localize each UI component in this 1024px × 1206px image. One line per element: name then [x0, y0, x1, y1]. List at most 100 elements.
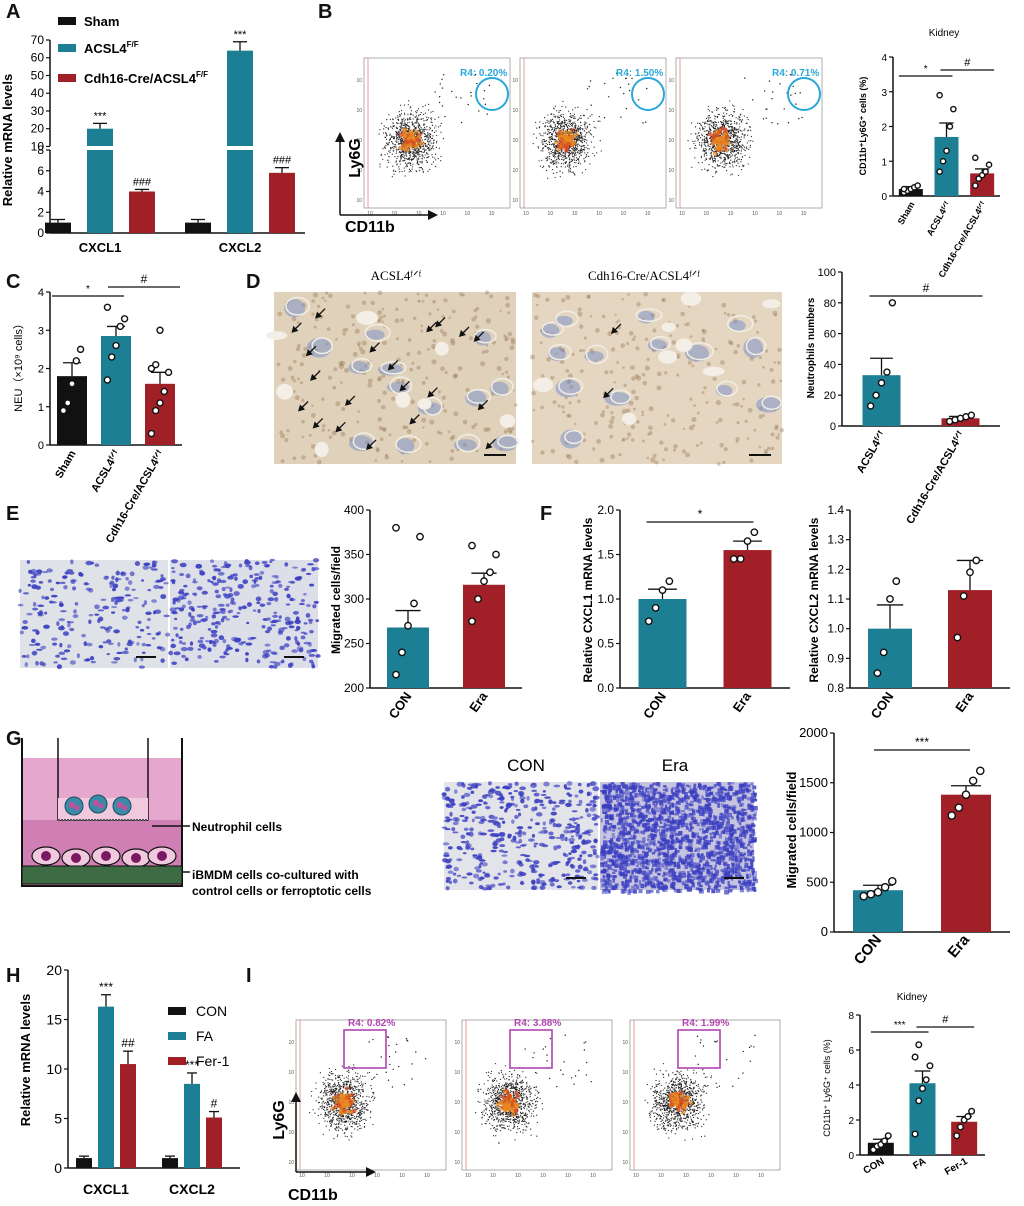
flow-tick: 10: [523, 211, 529, 217]
flow-event: [705, 148, 707, 150]
flow-event: [623, 92, 625, 95]
flow-event: [583, 123, 585, 125]
flow-event: [697, 140, 699, 142]
stained-cell: [291, 649, 299, 653]
stained-cell: [498, 793, 504, 797]
flow-event: [540, 150, 542, 152]
tissue-nucleus: [777, 360, 781, 365]
stained-cell: [447, 846, 453, 850]
flow-event: [739, 129, 742, 132]
flow-event: [405, 164, 408, 166]
stained-cell: [110, 596, 118, 601]
flow-event: [558, 155, 560, 157]
flow-event: [396, 128, 398, 130]
flow-event: [435, 159, 437, 161]
flow-event: [410, 112, 412, 114]
flow-event: [390, 146, 392, 149]
stained-cell: [147, 588, 152, 592]
stained-cell: [493, 840, 497, 845]
category-label: ACSL4ᶠᐟᶠ: [925, 199, 953, 237]
flow-event: [555, 129, 557, 131]
flow-event: [716, 164, 719, 166]
flow-event: [548, 122, 550, 124]
tissue-nucleus: [427, 347, 430, 351]
flow-event: [744, 133, 746, 136]
flow-event: [386, 119, 388, 121]
flow-event: [704, 147, 706, 150]
flow-event: [583, 147, 585, 149]
flow-event: [424, 136, 426, 138]
tissue-nucleus: [656, 385, 662, 391]
stained-cell: [514, 781, 519, 786]
stained-cell: [145, 611, 152, 616]
flow-density: [401, 133, 406, 138]
flow-event: [434, 127, 436, 129]
tissue-nucleus: [777, 433, 781, 436]
flow-event: [554, 151, 556, 153]
stained-cell: [492, 846, 499, 850]
stained-cell: [145, 644, 152, 647]
flow-event: [779, 83, 781, 85]
stained-cell: [79, 572, 84, 577]
stained-cell: [530, 783, 537, 788]
stained-cell: [67, 622, 71, 628]
stained-cell: [284, 621, 291, 624]
flow-event: [387, 127, 389, 129]
flow-event: [725, 170, 728, 172]
stained-cell: [31, 650, 38, 656]
stained-cell: [284, 616, 291, 622]
flow-event: [712, 166, 714, 168]
data-point: [59, 406, 68, 415]
stained-cell: [133, 597, 139, 600]
flow-event: [572, 171, 574, 173]
stained-cell: [249, 574, 254, 579]
flow-event: [549, 121, 551, 123]
stained-cell: [522, 831, 527, 836]
flow-event: [710, 129, 712, 132]
stained-cell: [548, 799, 553, 805]
flow-event: [573, 152, 575, 154]
stained-cell: [217, 571, 225, 576]
tissue-nucleus: [650, 457, 656, 463]
tissue-nucleus: [701, 391, 705, 395]
data-point: [152, 406, 160, 415]
flow-event: [637, 99, 640, 101]
tissue-nucleus: [720, 360, 725, 365]
y-tick-label: 4: [881, 53, 887, 64]
stained-cell: [563, 853, 569, 858]
flow-event: [694, 157, 696, 159]
stained-cell: [471, 782, 479, 786]
flow-event: [392, 122, 394, 124]
flow-event: [735, 135, 737, 137]
y-tick-label: 60: [31, 51, 45, 65]
flow-event: [738, 165, 740, 167]
neutrophil-nucleus: [122, 805, 128, 811]
stained-cell: [591, 885, 597, 891]
flow-event: [578, 144, 580, 146]
data-point: [972, 154, 979, 162]
flow-event: [731, 129, 733, 132]
flow-event: [736, 156, 738, 158]
stained-cell: [254, 561, 260, 566]
tissue-nucleus: [613, 381, 616, 384]
flow-event: [432, 145, 434, 147]
flow-event: [732, 130, 735, 132]
flow-event: [388, 161, 390, 163]
flow-event: [744, 146, 746, 148]
flow-tick: 10: [668, 198, 674, 204]
category-label: CON: [640, 689, 669, 721]
tissue-nucleus: [421, 380, 426, 385]
bar: [129, 191, 155, 233]
stained-cell: [28, 643, 36, 647]
stained-cell: [140, 579, 145, 582]
stained-cell: [214, 589, 219, 594]
flow-event: [384, 154, 386, 156]
stained-cell: [548, 831, 554, 836]
flow-event: [543, 132, 545, 134]
stained-cell: [311, 566, 316, 572]
flow-event: [399, 155, 402, 157]
flow-event: [421, 132, 423, 134]
stained-cell: [205, 615, 209, 619]
stained-cell: [452, 821, 459, 826]
